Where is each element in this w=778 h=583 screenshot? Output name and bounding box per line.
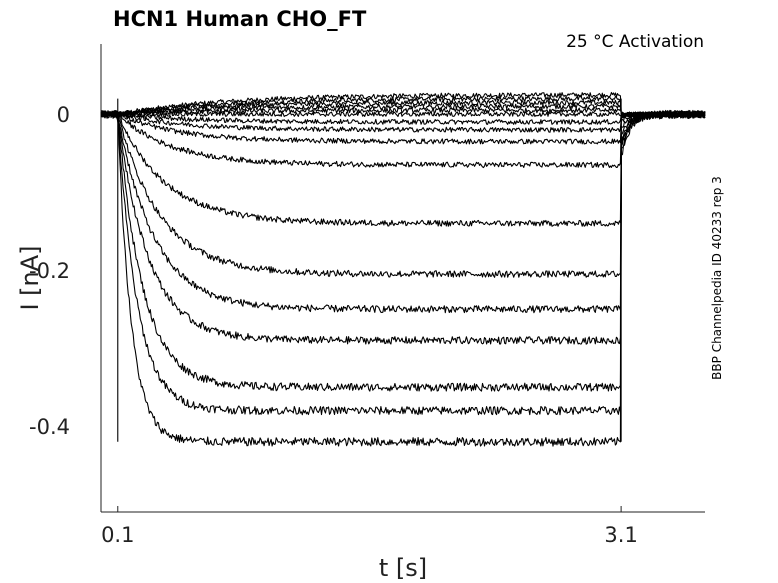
y-tick-label: -0.2 bbox=[29, 259, 70, 283]
y-axis-label: I [nA] bbox=[16, 245, 44, 310]
current-trace bbox=[100, 103, 706, 118]
current-trace bbox=[100, 109, 706, 447]
current-trace bbox=[100, 110, 706, 227]
current-trace bbox=[100, 109, 706, 392]
current-trace bbox=[100, 110, 706, 278]
y-tick-label: -0.4 bbox=[29, 415, 70, 439]
channelpedia-id-label: BBP Channelpedia ID 40233 rep 3 bbox=[710, 176, 724, 380]
current-trace bbox=[100, 91, 706, 119]
current-trace bbox=[100, 110, 706, 345]
current-trace bbox=[100, 110, 706, 314]
current-trace bbox=[100, 111, 706, 145]
x-tick-label: 0.1 bbox=[101, 523, 134, 547]
current-trace bbox=[100, 111, 706, 169]
current-trace bbox=[100, 111, 706, 118]
current-traces bbox=[100, 91, 706, 447]
x-tick-label: 3.1 bbox=[604, 523, 637, 547]
current-trace bbox=[100, 99, 706, 118]
temperature-protocol-annotation: 25 °C Activation bbox=[566, 32, 704, 52]
current-trace bbox=[100, 107, 706, 118]
chart-title: HCN1 Human CHO_FT bbox=[113, 7, 367, 31]
x-axis-label: t [s] bbox=[379, 554, 427, 582]
current-trace bbox=[100, 111, 706, 133]
y-ticks: 0 -0.2 -0.4 bbox=[29, 103, 70, 439]
current-trace bbox=[100, 111, 706, 125]
y-tick-label: 0 bbox=[57, 103, 70, 127]
x-ticks: 0.1 3.1 bbox=[101, 506, 638, 547]
axes bbox=[100, 44, 705, 513]
current-trace bbox=[100, 109, 706, 416]
